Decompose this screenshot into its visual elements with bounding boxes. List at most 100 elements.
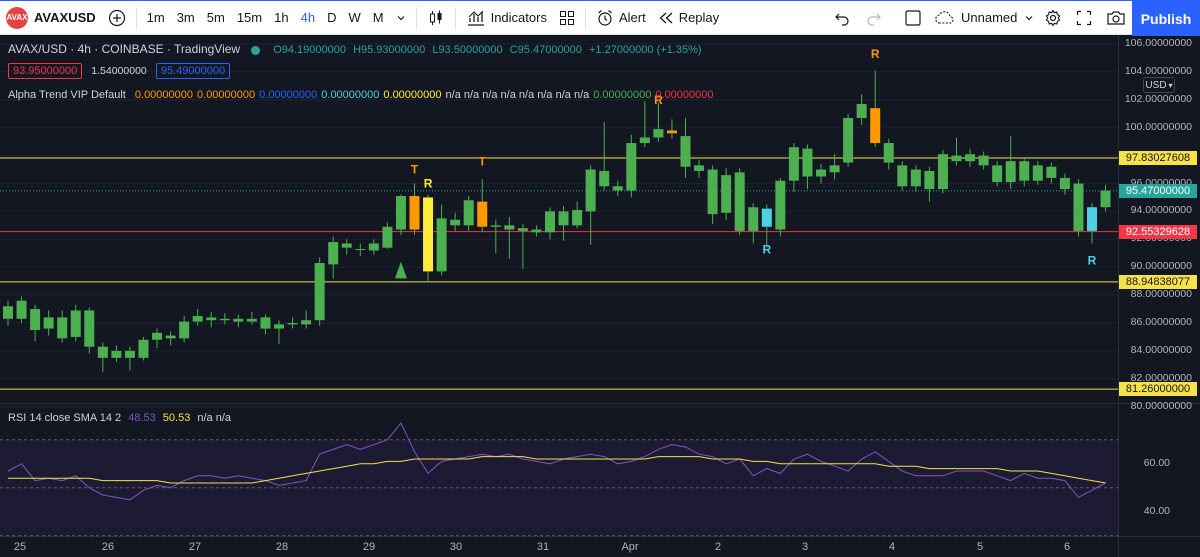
time-axis-label: 29	[362, 541, 376, 553]
candle-body	[897, 165, 908, 187]
candle-body	[1019, 161, 1030, 181]
candle-body	[775, 180, 786, 230]
candle-body	[382, 226, 393, 248]
chevron-down-icon	[397, 15, 405, 20]
undo-button[interactable]	[828, 1, 856, 34]
rewind-icon	[659, 12, 673, 23]
timeframe-15m[interactable]: 15m	[236, 10, 263, 25]
candle-body	[626, 143, 637, 191]
currency-selector[interactable]: USD ▾	[1143, 77, 1175, 93]
price-level-tag: 97.83027608	[1119, 150, 1197, 165]
candle-body	[585, 169, 596, 212]
replay-label: Replay	[678, 10, 720, 25]
indicator-legend[interactable]: Alpha Trend VIP Default 0.00000000 0.0000…	[8, 89, 718, 101]
candle-body	[219, 318, 230, 321]
timeframe-M[interactable]: M	[372, 10, 384, 25]
timeframe-D[interactable]: D	[327, 10, 337, 25]
spread-value: 1.54000000	[91, 65, 147, 77]
candle-body	[30, 309, 41, 330]
candle-body	[70, 310, 81, 337]
chart-type-button[interactable]	[421, 1, 451, 34]
price-boxes: 93.95000000 1.54000000 95.49000000	[8, 63, 231, 79]
bid-price-box[interactable]: 93.95000000	[8, 63, 83, 79]
candle-body	[1032, 165, 1043, 181]
candle-body	[111, 350, 122, 358]
candle-body	[233, 318, 244, 322]
market-status-icon	[251, 45, 261, 55]
candle-body	[761, 208, 772, 227]
indicator-value: 0.00000000	[593, 89, 652, 101]
publish-button[interactable]: Publish	[1132, 1, 1200, 36]
rsi-axis-label: 40.00	[1143, 504, 1170, 517]
candle-body	[165, 335, 176, 339]
candle-body	[3, 306, 13, 319]
time-axis-label: 31	[536, 541, 550, 553]
time-axis-label: Apr	[621, 541, 639, 553]
candle-body	[314, 263, 325, 321]
alert-button[interactable]: Alert	[590, 1, 652, 34]
rsi-legend[interactable]: RSI 14 close SMA 14 2 48.53 50.53 n/a n/…	[8, 412, 231, 424]
compare-symbol-button[interactable]	[102, 1, 132, 34]
ask-price-box[interactable]: 95.49000000	[155, 63, 231, 79]
price-axis-label: 90.00000000	[1130, 260, 1192, 273]
candle-body	[423, 197, 434, 272]
candles-icon	[429, 10, 442, 25]
signal-marker: T	[479, 154, 487, 168]
layouts-button[interactable]	[553, 1, 581, 34]
fullscreen-selection-button[interactable]	[898, 1, 928, 34]
time-axis-label: 2	[714, 541, 722, 553]
candle-body	[599, 170, 610, 187]
candle-body	[558, 211, 569, 226]
snapshot-button[interactable]	[1100, 1, 1132, 34]
candle-body	[545, 211, 555, 233]
candle-body	[680, 136, 691, 167]
alarm-clock-icon	[598, 9, 612, 26]
candle-body	[694, 165, 705, 171]
undo-icon	[835, 13, 849, 26]
candle-body	[16, 300, 27, 319]
avax-logo-icon: AVAX	[6, 6, 28, 29]
legend-close: C95.47000000	[509, 44, 582, 56]
indicators-label: Indicators	[490, 10, 547, 25]
timeframe-1m[interactable]: 1m	[146, 10, 165, 25]
signal-marker: R	[654, 93, 663, 107]
layout-name: Unnamed	[961, 10, 1018, 25]
symbol-name: AVAXUSD	[34, 10, 96, 25]
candle-body	[1059, 177, 1070, 190]
legend-change: +1.27000000 (+1.35%)	[588, 44, 702, 56]
candle-body	[721, 175, 732, 213]
candle-body	[829, 165, 840, 173]
candle-body	[937, 154, 948, 190]
settings-button[interactable]	[1038, 1, 1068, 34]
indicators-button[interactable]: Indicators	[460, 1, 553, 34]
replay-button[interactable]: Replay	[652, 1, 725, 34]
candle-body	[653, 129, 664, 138]
candle-body	[206, 317, 217, 321]
candle-body	[246, 318, 257, 322]
indicator-value: 0.00000000	[134, 89, 194, 101]
timeframe-4h[interactable]: 4h	[300, 10, 316, 25]
timeframe-5m[interactable]: 5m	[206, 10, 225, 25]
price-axis-label: 84.00000000	[1130, 343, 1192, 356]
signal-marker: R	[1088, 253, 1097, 267]
layout-name-button[interactable]: Unnamed	[928, 1, 1040, 34]
signal-marker: T	[411, 163, 419, 177]
candle-body	[124, 350, 135, 358]
timeframe-1h[interactable]: 1h	[274, 10, 289, 25]
candle-body	[97, 346, 108, 358]
symbol-search-button[interactable]: AVAX AVAXUSD	[0, 1, 102, 34]
signal-marker: R	[424, 177, 433, 191]
fullscreen-button[interactable]	[1070, 1, 1098, 34]
redo-button[interactable]	[860, 1, 888, 34]
price-level-tag: 95.47000000	[1119, 183, 1197, 198]
timeframe-W[interactable]: W	[348, 10, 361, 25]
price-axis-label: 94.00000000	[1130, 204, 1192, 217]
candle-body	[816, 169, 826, 177]
indicator-value: 0.00000000	[383, 89, 442, 101]
timeframe-3m[interactable]: 3m	[176, 10, 195, 25]
candle-body	[992, 165, 1003, 183]
square-icon	[905, 9, 921, 26]
timeframe-dropdown-button[interactable]	[390, 1, 412, 34]
